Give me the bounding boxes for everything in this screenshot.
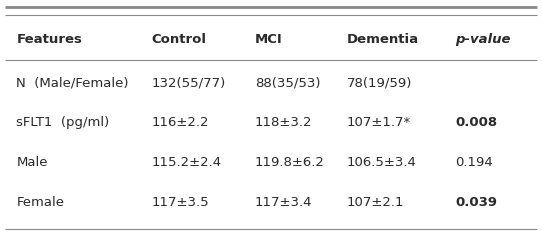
Text: p-value: p-value bbox=[455, 33, 511, 46]
Text: sFLT1  (pg/ml): sFLT1 (pg/ml) bbox=[16, 116, 109, 129]
Text: 117±3.5: 117±3.5 bbox=[152, 196, 209, 209]
Text: 107±1.7*: 107±1.7* bbox=[347, 116, 411, 129]
Text: 106.5±3.4: 106.5±3.4 bbox=[347, 156, 417, 169]
Text: MCI: MCI bbox=[255, 33, 282, 46]
Text: 0.039: 0.039 bbox=[455, 196, 497, 209]
Text: Female: Female bbox=[16, 196, 64, 209]
Text: 115.2±2.4: 115.2±2.4 bbox=[152, 156, 222, 169]
Text: Features: Features bbox=[16, 33, 82, 46]
Text: Dementia: Dementia bbox=[347, 33, 419, 46]
Text: Male: Male bbox=[16, 156, 48, 169]
Text: 117±3.4: 117±3.4 bbox=[255, 196, 312, 209]
Text: N  (Male/Female): N (Male/Female) bbox=[16, 77, 129, 90]
Text: 0.008: 0.008 bbox=[455, 116, 498, 129]
Text: 132(55/77): 132(55/77) bbox=[152, 77, 226, 90]
Text: 118±3.2: 118±3.2 bbox=[255, 116, 312, 129]
Text: 0.194: 0.194 bbox=[455, 156, 493, 169]
Text: 78(19/59): 78(19/59) bbox=[347, 77, 412, 90]
Text: 119.8±6.2: 119.8±6.2 bbox=[255, 156, 325, 169]
Text: 107±2.1: 107±2.1 bbox=[347, 196, 404, 209]
Text: 88(35/53): 88(35/53) bbox=[255, 77, 320, 90]
Text: Control: Control bbox=[152, 33, 207, 46]
Text: 116±2.2: 116±2.2 bbox=[152, 116, 209, 129]
